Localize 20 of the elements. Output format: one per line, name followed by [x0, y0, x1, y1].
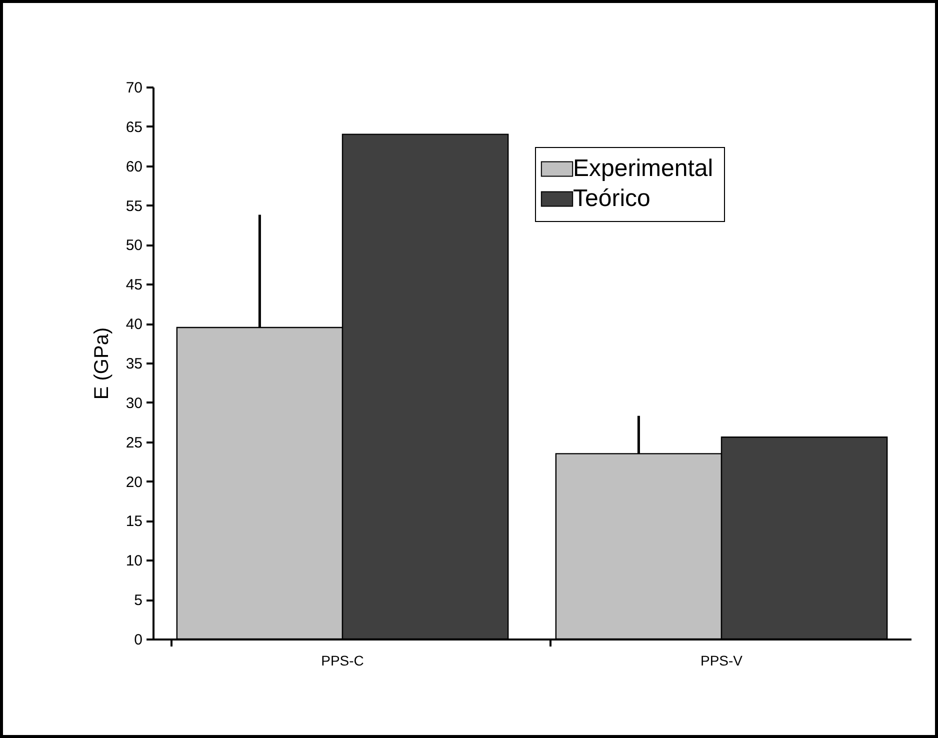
y-axis-title: E (GPa)	[90, 327, 113, 400]
y-tick-label: 30	[126, 394, 142, 412]
y-tick-label: 70	[126, 80, 142, 96]
y-tick-label: 35	[126, 356, 142, 372]
y-tick-label: 20	[126, 474, 142, 491]
x-tick-label: PPS-V	[700, 652, 744, 668]
x-tick-label: PPS-C	[321, 652, 364, 668]
y-tick-label: 50	[126, 237, 142, 254]
y-tick-label: 25	[126, 434, 142, 452]
y-tick-label: 5	[134, 592, 142, 610]
y-tick-label: 10	[126, 552, 142, 570]
y-tick-label: 45	[126, 276, 142, 294]
y-tick-label: 40	[126, 316, 142, 334]
y-tick-label: 0	[134, 632, 142, 648]
legend-label: Teórico	[573, 185, 650, 212]
y-tick-label: 55	[126, 198, 142, 215]
y-tick-label: 60	[126, 158, 142, 176]
y-tick-label: 65	[126, 118, 142, 136]
legend-label: Experimental	[573, 155, 714, 182]
y-tick-label: 15	[126, 513, 142, 530]
